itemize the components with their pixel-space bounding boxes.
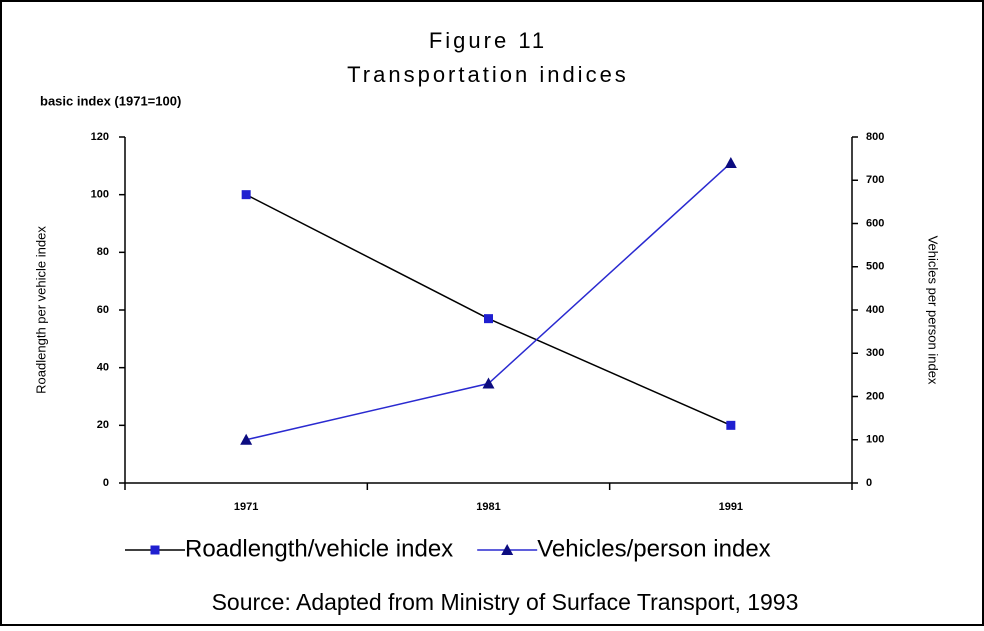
- y-tick-label: 0: [103, 477, 109, 489]
- x-tick-label: 1971: [234, 501, 258, 513]
- y2-tick-label: 400: [866, 304, 884, 316]
- legend-label: Vehicles/person index: [537, 535, 770, 562]
- x-tick-label: 1981: [476, 501, 500, 513]
- series-marker: [724, 156, 737, 168]
- series-marker: [726, 420, 736, 430]
- y2-tick-label: 100: [866, 434, 884, 446]
- series-marker: [241, 190, 251, 200]
- source: Source: Adapted from Ministry of Surface…: [212, 589, 799, 615]
- unit-label: basic index (1971=100): [40, 93, 181, 108]
- y-tick-label: 20: [97, 419, 109, 431]
- y2-tick-label: 600: [866, 217, 884, 229]
- y-tick-label: 80: [97, 246, 109, 258]
- series-marker: [484, 314, 493, 324]
- y2-tick-label: 700: [866, 174, 884, 186]
- y-tick-label: 40: [97, 362, 109, 374]
- y2-tick-label: 500: [866, 261, 884, 273]
- legend-marker: [501, 544, 514, 555]
- y-tick-label: 120: [91, 131, 109, 143]
- y2-tick-label: 200: [866, 390, 884, 402]
- y-axis-label: Roadlength per vehicle index: [33, 226, 48, 394]
- y-tick-label: 100: [91, 189, 109, 201]
- y2-tick-label: 0: [866, 477, 872, 489]
- series-marker: [240, 433, 253, 445]
- series-marker: [482, 377, 495, 389]
- y2-tick-label: 800: [866, 131, 884, 143]
- y-tick-label: 60: [97, 304, 109, 316]
- y2-axis-label: Vehicles per person index: [926, 236, 941, 385]
- legend-label: Roadlength/vehicle index: [185, 535, 453, 562]
- y2-tick-label: 300: [866, 347, 884, 359]
- legend-marker: [150, 545, 160, 555]
- chart-subtitle: Transportation indices: [347, 62, 629, 87]
- chart-title: Figure 11: [429, 28, 547, 53]
- x-tick-label: 1991: [719, 501, 743, 513]
